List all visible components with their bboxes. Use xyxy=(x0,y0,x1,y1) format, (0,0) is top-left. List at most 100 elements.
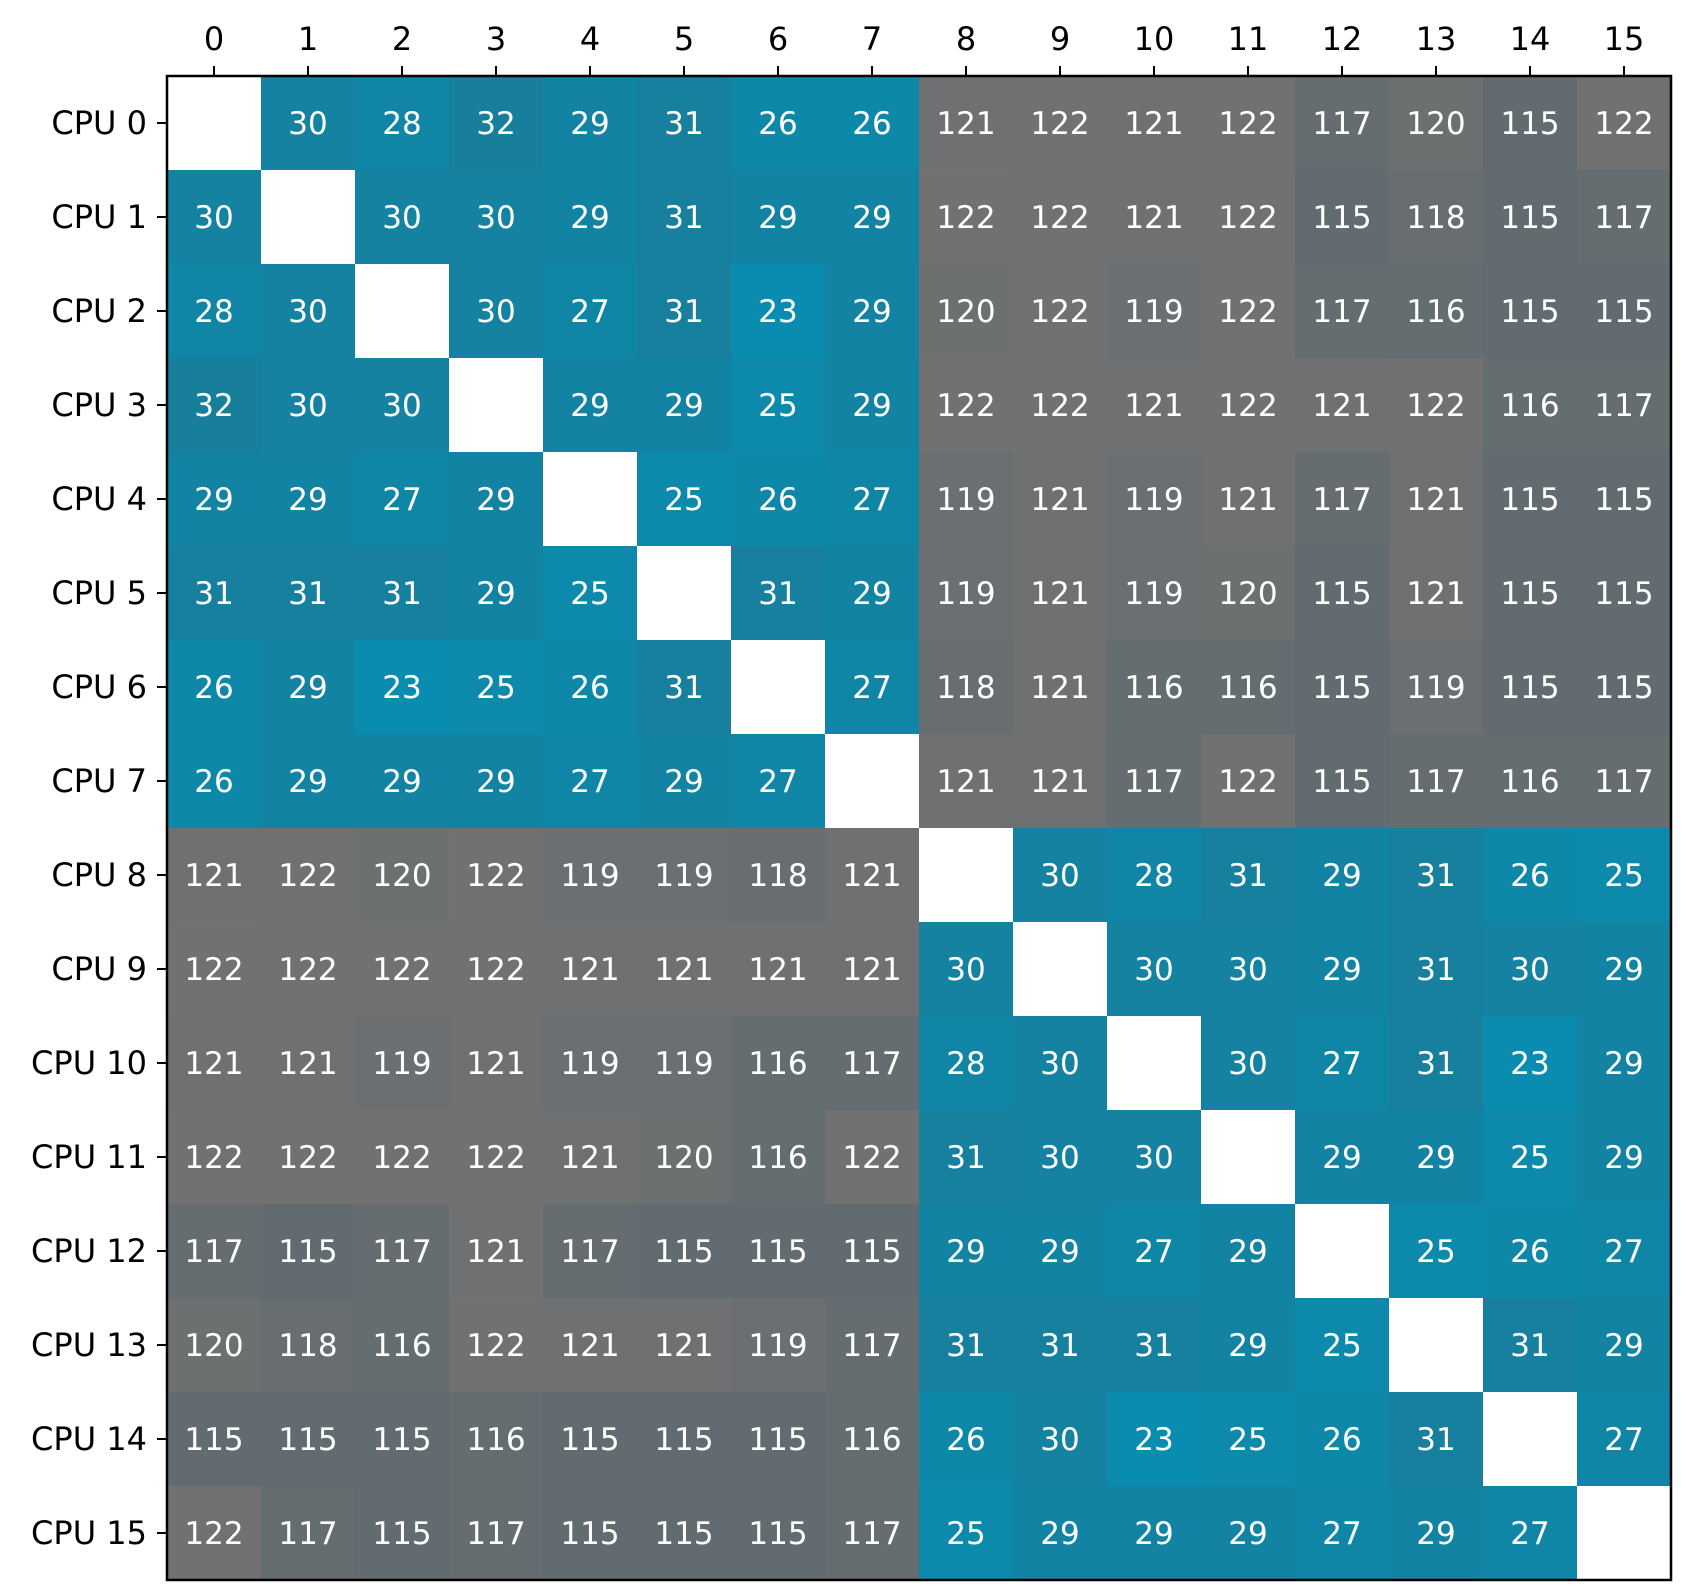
heatmap-cell xyxy=(1013,452,1108,547)
heatmap-cell xyxy=(543,1016,638,1111)
heatmap-cell xyxy=(543,264,638,359)
heatmap-cell xyxy=(449,1298,544,1393)
heatmap-cell xyxy=(731,170,826,265)
heatmap-cell xyxy=(1295,640,1390,735)
cell-label: 119 xyxy=(372,1046,431,1082)
heatmap-cell xyxy=(1013,1204,1108,1299)
cell-label: 29 xyxy=(476,764,515,800)
cell-label: 121 xyxy=(1218,482,1277,518)
cell-label: 116 xyxy=(1124,670,1183,706)
heatmap-cell xyxy=(167,640,262,735)
heatmap-cell xyxy=(825,828,920,923)
heatmap-cell xyxy=(1013,640,1108,735)
cell-label: 115 xyxy=(1594,576,1653,612)
cell-label: 121 xyxy=(184,858,243,894)
cell-label: 116 xyxy=(748,1046,807,1082)
heatmap-cell xyxy=(261,640,356,735)
heatmap-cell xyxy=(543,1486,638,1581)
y-tick-label: CPU 0 xyxy=(51,104,147,142)
cell-label: 122 xyxy=(278,858,337,894)
heatmap-cell xyxy=(355,264,450,359)
heatmap-cell xyxy=(1483,452,1578,547)
heatmap-cell xyxy=(1389,1016,1484,1111)
heatmap-cell xyxy=(449,546,544,641)
cell-label: 115 xyxy=(748,1516,807,1552)
heatmap-cell xyxy=(355,1016,450,1111)
heatmap-cell xyxy=(449,358,544,453)
heatmap-cell xyxy=(1577,170,1672,265)
cell-label: 115 xyxy=(748,1422,807,1458)
heatmap-cell xyxy=(1389,1204,1484,1299)
cell-label: 115 xyxy=(748,1234,807,1270)
heatmap-cell xyxy=(1389,1486,1484,1581)
cell-label: 115 xyxy=(184,1422,243,1458)
cell-label: 122 xyxy=(1030,294,1089,330)
heatmap-cell xyxy=(1577,640,1672,735)
heatmap-cell xyxy=(825,1392,920,1487)
heatmap-cell xyxy=(1389,640,1484,735)
cell-label: 116 xyxy=(842,1422,901,1458)
cell-label: 27 xyxy=(570,294,609,330)
heatmap-cell xyxy=(731,546,826,641)
heatmap-cell xyxy=(1013,76,1108,171)
heatmap-cell xyxy=(825,1016,920,1111)
cell-label: 122 xyxy=(466,1140,525,1176)
heatmap-cell xyxy=(543,546,638,641)
heatmap-cell xyxy=(167,734,262,829)
heatmap-cell xyxy=(1201,76,1296,171)
heatmap-cell xyxy=(1013,1486,1108,1581)
heatmap-cell xyxy=(1577,264,1672,359)
cell-label: 26 xyxy=(1510,1234,1549,1270)
cell-label: 121 xyxy=(466,1234,525,1270)
heatmap-cell xyxy=(1013,170,1108,265)
heatmap-cell xyxy=(449,1486,544,1581)
cell-label: 122 xyxy=(1030,200,1089,236)
heatmap-cell xyxy=(637,1298,732,1393)
cell-label: 122 xyxy=(1218,294,1277,330)
heatmap-cell xyxy=(825,1204,920,1299)
heatmap-cell xyxy=(919,828,1014,923)
heatmap-cell xyxy=(1107,640,1202,735)
cell-label: 119 xyxy=(654,1046,713,1082)
cell-label: 26 xyxy=(758,482,797,518)
cell-label: 120 xyxy=(184,1328,243,1364)
heatmap-cell xyxy=(355,1392,450,1487)
heatmap-cell xyxy=(355,1204,450,1299)
cell-label: 119 xyxy=(936,576,995,612)
heatmap-cell xyxy=(1295,358,1390,453)
cell-label: 115 xyxy=(1312,200,1371,236)
heatmap-cell xyxy=(1389,1392,1484,1487)
cell-label: 119 xyxy=(1124,482,1183,518)
y-tick-label: CPU 9 xyxy=(51,950,147,988)
cell-label: 29 xyxy=(852,294,891,330)
heatmap-cell xyxy=(543,1298,638,1393)
heatmap-cell xyxy=(731,640,826,735)
heatmap-cell xyxy=(449,1204,544,1299)
heatmap-cell xyxy=(1389,828,1484,923)
heatmap-cell xyxy=(637,922,732,1017)
heatmap-cell xyxy=(1013,264,1108,359)
cell-label: 30 xyxy=(476,200,515,236)
x-axis: 0 1 2 3 4 5 6 7 8 9 10 11 12 13 14 15 xyxy=(204,20,1644,76)
heatmap-cell xyxy=(449,76,544,171)
cell-label: 122 xyxy=(372,952,431,988)
heatmap-cell xyxy=(1295,828,1390,923)
cell-label: 31 xyxy=(664,294,703,330)
heatmap-cell xyxy=(449,922,544,1017)
heatmap-cell xyxy=(261,1204,356,1299)
cell-label: 118 xyxy=(278,1328,337,1364)
heatmap-cell xyxy=(543,1204,638,1299)
heatmap-cell xyxy=(1201,640,1296,735)
heatmap-cell xyxy=(1295,1392,1390,1487)
heatmap-cell xyxy=(919,546,1014,641)
cell-label: 121 xyxy=(1030,482,1089,518)
cell-label: 122 xyxy=(278,1140,337,1176)
x-tick-label: 7 xyxy=(862,20,882,58)
heatmap-cell xyxy=(167,922,262,1017)
heatmap-cell xyxy=(261,922,356,1017)
heatmap-cell xyxy=(1577,452,1672,547)
cell-label: 28 xyxy=(946,1046,985,1082)
cell-label: 29 xyxy=(288,764,327,800)
heatmap-cell xyxy=(637,1016,732,1111)
heatmap-cell xyxy=(543,922,638,1017)
